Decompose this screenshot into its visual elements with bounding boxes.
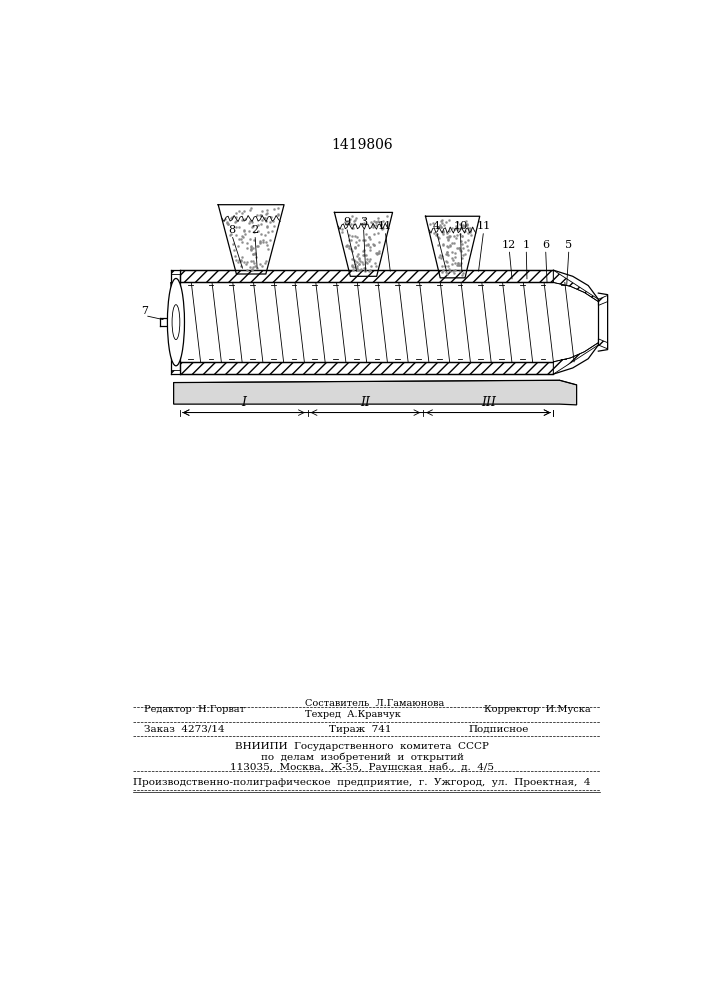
- Text: 10: 10: [453, 221, 467, 231]
- Text: 9: 9: [343, 217, 350, 227]
- Text: Техред  А.Кравчук: Техред А.Кравчук: [305, 710, 402, 719]
- Text: 6: 6: [542, 240, 549, 250]
- Text: 4: 4: [433, 221, 440, 231]
- Text: 12: 12: [502, 240, 516, 250]
- Bar: [180, 270, 554, 282]
- Bar: [180, 362, 554, 374]
- Text: Производственно-полиграфическое  предприятие,  г.  Ужгород,  ул.  Проектная,  4: Производственно-полиграфическое предприя…: [133, 778, 591, 787]
- Polygon shape: [554, 343, 598, 374]
- Text: Составитель  Л.Гамаюнова: Составитель Л.Гамаюнова: [305, 699, 445, 708]
- Text: ВНИИПИ  Государственного  комитета  СССР: ВНИИПИ Государственного комитета СССР: [235, 742, 489, 751]
- Ellipse shape: [172, 305, 180, 340]
- Text: III: III: [481, 396, 496, 409]
- Text: Подписное: Подписное: [468, 725, 529, 734]
- Text: 7: 7: [141, 306, 148, 316]
- Text: 2: 2: [252, 225, 259, 235]
- Text: 1: 1: [522, 240, 530, 250]
- Text: 11: 11: [378, 221, 392, 231]
- Text: 11: 11: [477, 221, 491, 231]
- Text: I: I: [241, 396, 246, 409]
- Ellipse shape: [168, 278, 185, 366]
- Text: 5: 5: [566, 240, 573, 250]
- Polygon shape: [554, 270, 598, 302]
- Polygon shape: [598, 295, 607, 305]
- Text: Заказ  4273/14: Заказ 4273/14: [144, 725, 225, 734]
- Polygon shape: [598, 339, 607, 349]
- Text: Редактор  Н.Горват: Редактор Н.Горват: [144, 705, 245, 714]
- Text: 8: 8: [228, 225, 235, 235]
- Text: II: II: [361, 396, 370, 409]
- Text: 1419806: 1419806: [331, 138, 393, 152]
- Text: по  делам  изобретений  и  открытий: по делам изобретений и открытий: [260, 752, 463, 762]
- Polygon shape: [170, 370, 180, 374]
- Polygon shape: [170, 270, 180, 274]
- Text: 3: 3: [360, 217, 367, 227]
- Text: Тираж  741: Тираж 741: [329, 725, 391, 734]
- Text: Корректор  И.Муска: Корректор И.Муска: [484, 705, 590, 714]
- Text: 113035,  Москва,  Ж-35,  Раушская  наб.,  д.  4/5: 113035, Москва, Ж-35, Раушская наб., д. …: [230, 762, 494, 772]
- Polygon shape: [174, 380, 577, 405]
